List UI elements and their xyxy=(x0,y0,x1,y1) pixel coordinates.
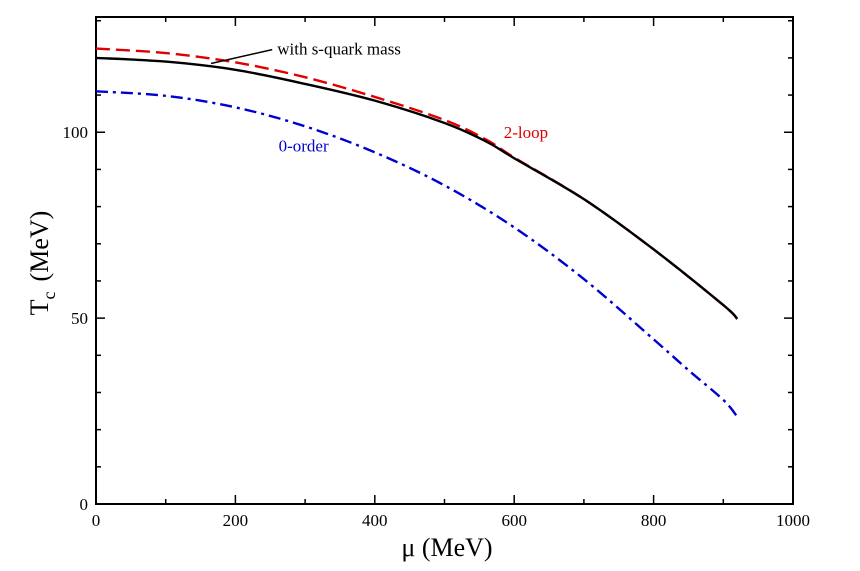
annotation-0-order: 0-order xyxy=(279,136,329,155)
plot-frame xyxy=(95,16,794,505)
x-tick-label: 200 xyxy=(223,511,249,530)
x-tick-label: 800 xyxy=(641,511,667,530)
y-axis-title-subscript: c xyxy=(39,291,59,299)
x-tick-label: 1000 xyxy=(776,511,810,530)
y-axis-title-main: T xyxy=(25,299,54,315)
series-group xyxy=(95,47,739,418)
x-tick-label: 0 xyxy=(92,511,101,530)
axis-ticks xyxy=(95,17,794,505)
annotation-pointer-line xyxy=(210,48,273,65)
annotation-with-s-quark-mass: with s-quark mass xyxy=(277,40,401,59)
tick-labels: 0 200 400 600 800 1000 0 50 100 xyxy=(63,123,811,530)
x-tick-label: 400 xyxy=(362,511,388,530)
annotation-2-loop: 2-loop xyxy=(504,123,548,142)
y-tick-label: 50 xyxy=(71,309,88,328)
series-line-2-loop xyxy=(95,47,739,320)
series-line-0-order xyxy=(95,90,739,418)
x-tick-label: 600 xyxy=(501,511,527,530)
y-tick-label: 0 xyxy=(80,495,89,514)
y-axis-title: Tc (MeV) xyxy=(25,211,59,316)
y-tick-label: 100 xyxy=(63,123,89,142)
annotations: with s-quark mass 2-loop 0-order xyxy=(210,40,548,155)
series-line-with-s-quark-mass xyxy=(95,56,739,320)
x-axis-title: μ (MeV) xyxy=(401,533,492,562)
y-axis-title-unit: (MeV) xyxy=(25,211,54,282)
